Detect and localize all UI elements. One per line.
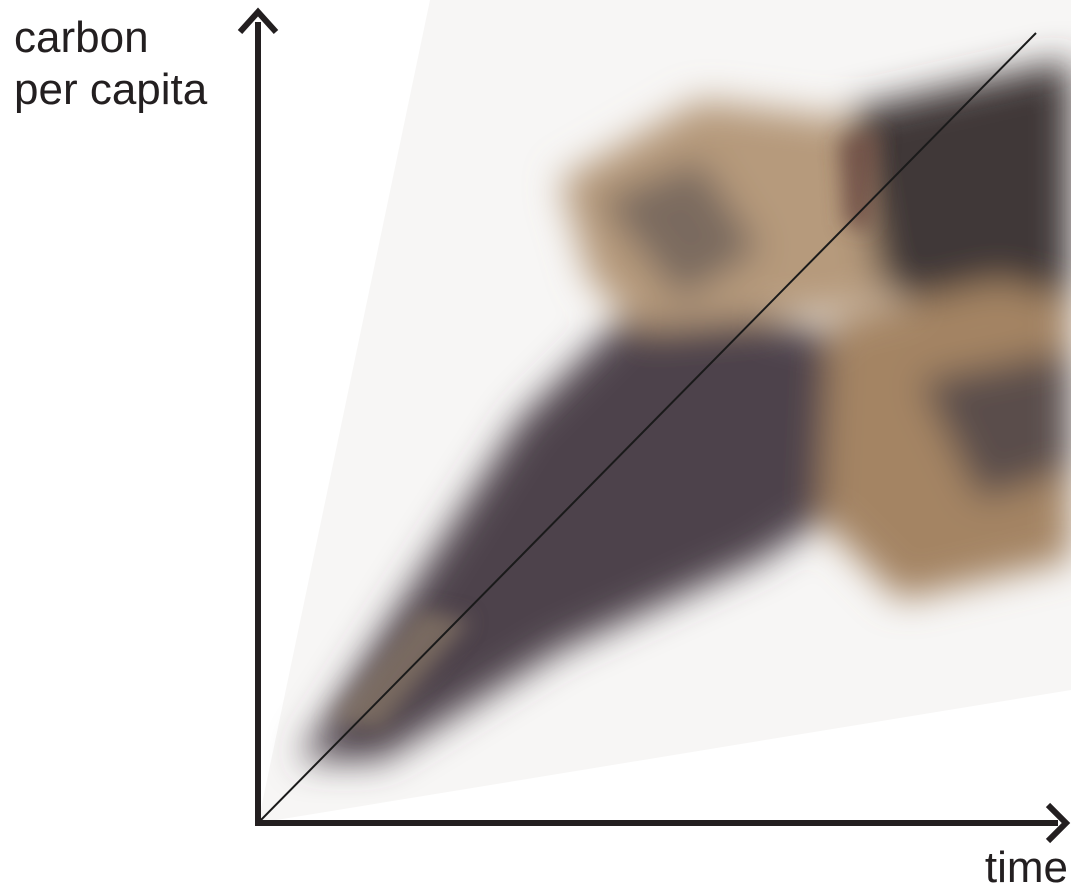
x-axis-arrow <box>1045 802 1071 844</box>
trend-line <box>257 32 1037 824</box>
y-axis-label: carbon <box>14 13 149 62</box>
y-axis-label: per capita <box>14 65 208 114</box>
y-axis-arrow <box>237 7 279 35</box>
x-axis-label: time <box>985 843 1068 888</box>
